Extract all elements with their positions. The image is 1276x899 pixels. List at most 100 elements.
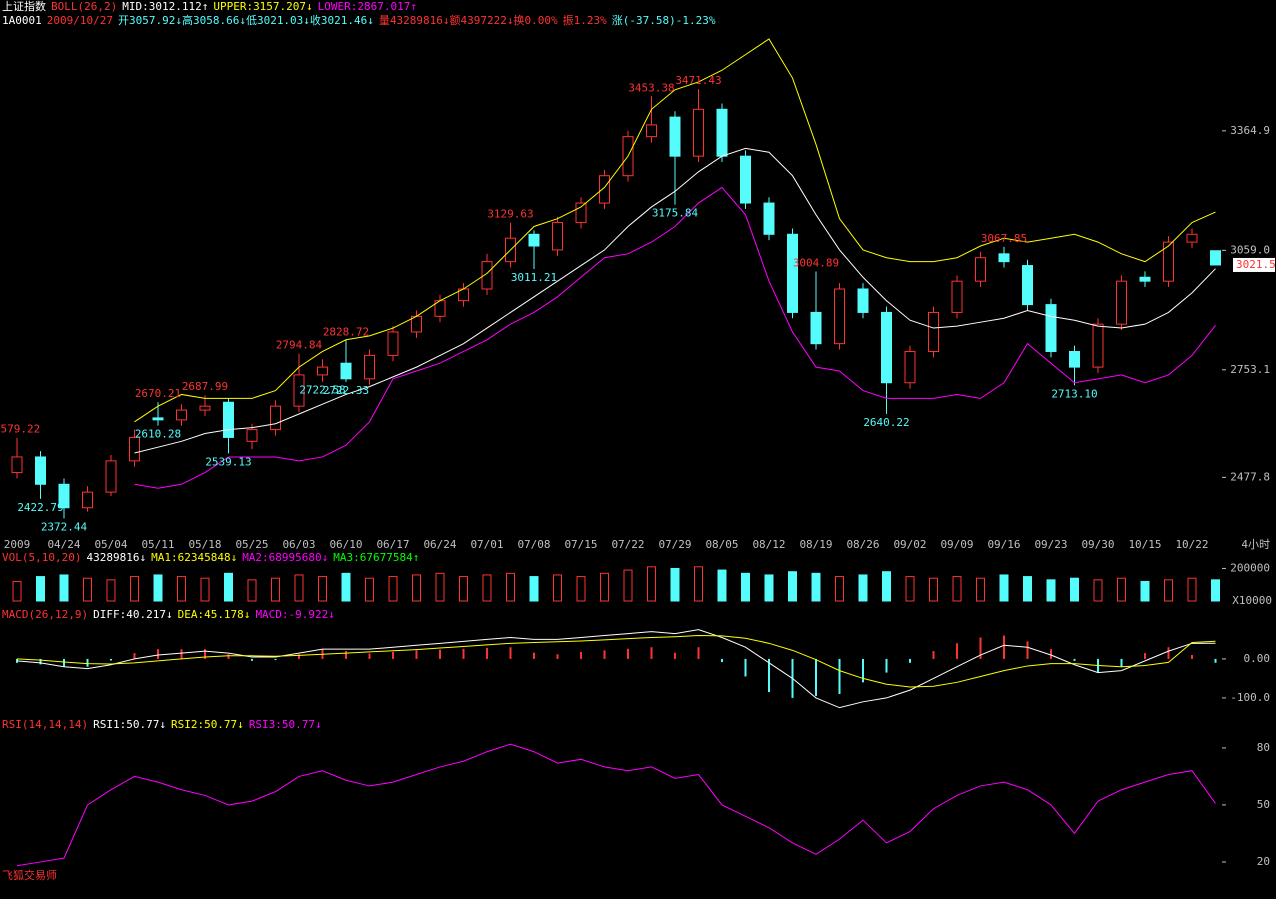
volume-bar — [1164, 579, 1173, 602]
y-tick-label: 3364.9 — [1230, 124, 1270, 137]
volume-bar — [764, 574, 774, 602]
candle-body — [270, 405, 281, 431]
header-segment: LOWER:2867.017↑ — [318, 0, 417, 13]
volume-bar — [365, 577, 374, 602]
header-segment: UPPER:3157.207↓ — [213, 0, 312, 13]
candle-body — [58, 483, 70, 509]
candle-body — [881, 311, 892, 384]
y-tick-label: 3059.0 — [1230, 243, 1270, 256]
candle-body — [340, 362, 352, 380]
y-tick-label: 2753.1 — [1230, 363, 1270, 376]
header-segment: DIFF:40.217↓ — [93, 608, 172, 621]
header-segment: DEA:45.178↓ — [178, 608, 251, 621]
volume-bar — [459, 576, 468, 602]
volume-bar — [741, 572, 750, 602]
volume-bar — [1211, 579, 1220, 602]
x-tick-label: 04/24 — [47, 538, 80, 551]
candle-body — [810, 311, 822, 345]
extreme-label: 3011.21 — [511, 271, 557, 284]
volume-bar — [1070, 577, 1079, 602]
volume-bar — [12, 580, 22, 602]
extreme-label: 2713.10 — [1051, 387, 1097, 400]
candle-body — [364, 354, 375, 380]
header-segment: MA3:67677584↑ — [333, 551, 419, 564]
candle-body — [35, 456, 46, 485]
candle-body — [1210, 250, 1221, 266]
candle-body — [105, 460, 117, 493]
volume-bar — [811, 572, 821, 602]
indicator-line — [16, 635, 1216, 688]
volume-bar — [200, 577, 210, 602]
volume-bar — [294, 574, 304, 602]
x-tick-label: 06/03 — [282, 538, 315, 551]
indicator-line — [134, 38, 1216, 423]
unit-label: X10000 — [1232, 594, 1272, 607]
x-tick-label: 05/11 — [141, 538, 174, 551]
last-price-box — [1233, 257, 1275, 272]
candle-body — [646, 124, 657, 138]
volume-bar — [83, 577, 92, 602]
volume-bar — [341, 572, 351, 602]
candle-body — [834, 288, 845, 345]
volume-bar — [717, 569, 727, 602]
extreme-label: 2610.28 — [135, 428, 181, 441]
y-tick-label: 20 — [1257, 855, 1270, 868]
header-segment: 涨(-37.58)-1.23% — [612, 14, 716, 27]
extreme-label: 3453.38 — [628, 81, 674, 94]
volume-bar — [623, 569, 633, 602]
indicator-line — [134, 147, 1216, 454]
candle-body — [293, 374, 305, 407]
candle-body — [223, 401, 234, 438]
header-segment: RSI2:50.77↓ — [171, 718, 244, 731]
volume-bar — [976, 577, 985, 602]
volume-bar — [482, 574, 492, 602]
extreme-label: 2828.72 — [323, 325, 369, 338]
header-segment: BOLL(26,2) — [51, 0, 117, 13]
candle-body — [669, 116, 681, 157]
volume-bar — [318, 576, 327, 602]
header-segment: MID:3012.112↑ — [122, 0, 208, 13]
volume-bar — [858, 574, 868, 602]
x-tick-label: 08/26 — [846, 538, 879, 551]
candle-body — [1022, 265, 1033, 306]
volume-bar — [529, 576, 539, 602]
candle-body — [693, 108, 704, 157]
candle-body — [1069, 350, 1080, 368]
volume-bar — [153, 574, 163, 602]
x-tick-label: 07/15 — [564, 538, 597, 551]
candle-body — [152, 417, 164, 421]
header-segment: 上证指数 — [2, 0, 46, 13]
volume-bar — [1023, 576, 1032, 602]
candle-body — [763, 202, 775, 235]
x-tick-label: 09/30 — [1081, 538, 1114, 551]
y-tick-label: -100.0 — [1230, 691, 1270, 704]
candle-body — [176, 409, 187, 421]
volume-bar — [999, 574, 1009, 602]
candle-body — [1163, 241, 1174, 282]
volume-bar — [600, 572, 609, 602]
header-segment: 2009/10/27 — [47, 14, 113, 27]
x-tick-label: 09/16 — [987, 538, 1020, 551]
candle-body — [740, 155, 751, 204]
header-segment: RSI3:50.77↓ — [249, 718, 322, 731]
extreme-label: 2539.13 — [205, 455, 251, 468]
volume-bar — [576, 576, 586, 602]
volume-bar — [247, 579, 257, 602]
x-tick-label: 07/22 — [611, 538, 644, 551]
volume-bar — [106, 579, 116, 602]
volume-bar — [506, 572, 515, 602]
extreme-label: 2687.99 — [182, 380, 228, 393]
candle-body — [246, 429, 258, 442]
x-tick-label: 08/05 — [705, 538, 738, 551]
volume-bar — [694, 566, 703, 602]
header-segment: MA2:68995680↓ — [242, 551, 328, 564]
extreme-label: 2372.44 — [41, 521, 88, 534]
volume-bar — [835, 576, 844, 602]
volume-bar — [388, 576, 398, 602]
extreme-label: 2422.79 — [17, 501, 63, 514]
header-segment: RSI(14,14,14) — [2, 718, 88, 731]
indicator-header: VOL(5,10,20) 43289816↓ MA1:62345848↓ MA2:68… — [2, 551, 419, 564]
volume-bar — [670, 567, 680, 602]
y-tick-label: 80 — [1257, 741, 1270, 754]
